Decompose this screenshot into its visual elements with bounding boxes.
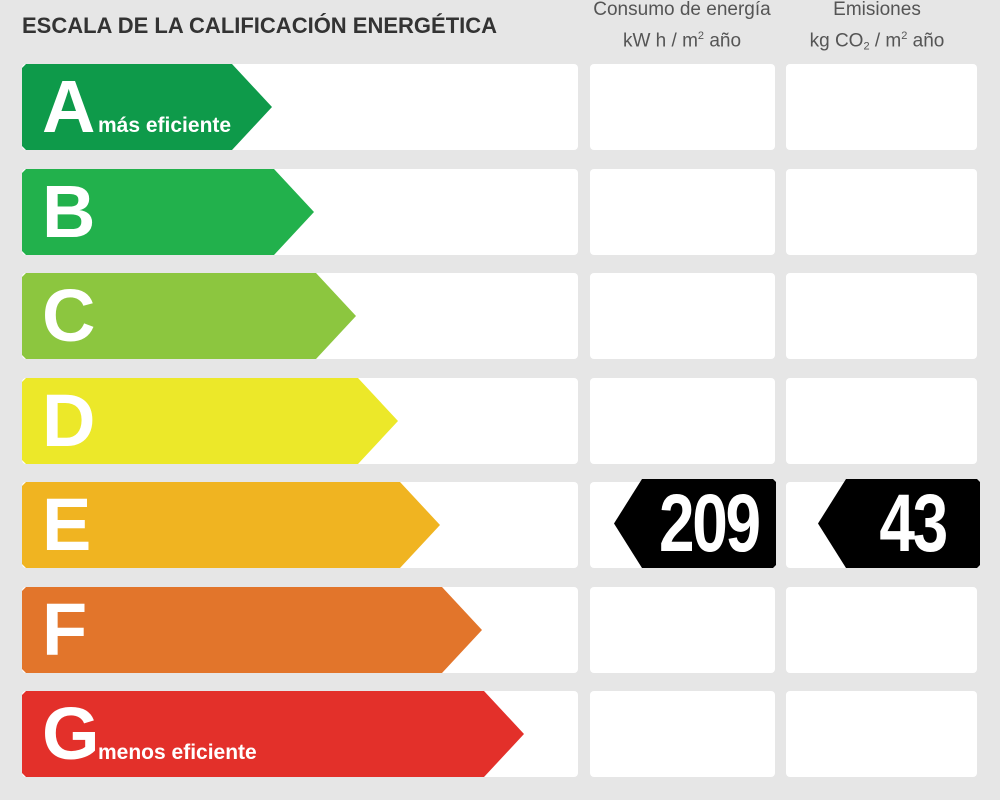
- rating-band-e: E: [22, 482, 440, 568]
- rating-marker-emissions: 43: [818, 477, 980, 569]
- table-cell-g-1: [590, 691, 775, 777]
- energy-unit-sup: 2: [697, 30, 705, 42]
- emissions-unit-sub: 2: [863, 40, 870, 53]
- emissions-unit-post: año: [907, 30, 945, 52]
- rating-letter-e: E: [42, 483, 92, 566]
- rating-letter-g: G: [42, 692, 100, 775]
- table-cell-g-2: [786, 691, 977, 777]
- rating-band-shape-c: [22, 273, 356, 359]
- rating-band-shape-e: [22, 482, 440, 568]
- rating-band-shape-f: [22, 587, 482, 673]
- table-cell-d-1: [590, 378, 775, 464]
- table-cell-f-2: [786, 587, 977, 673]
- column-header-energy-unit: kW h / m2 año: [583, 23, 781, 54]
- emissions-unit-pre: kg CO: [809, 30, 864, 52]
- column-header-emissions-line1: Emisiones: [833, 0, 921, 20]
- rating-value-energy: 209: [659, 477, 761, 569]
- emissions-unit-sup: 2: [901, 30, 908, 42]
- rating-letter-a: A: [42, 65, 96, 148]
- rating-note-g: menos eficiente: [98, 741, 257, 764]
- table-cell-c-1: [590, 273, 775, 359]
- emissions-unit-mid: / m: [869, 30, 902, 52]
- rating-band-c: C: [22, 273, 356, 359]
- column-header-energy-line1: Consumo de energía: [593, 0, 771, 20]
- column-header-emissions-unit: kg CO2 / m2 año: [778, 23, 976, 60]
- rating-letter-d: D: [42, 379, 96, 462]
- table-cell-b-2: [786, 169, 977, 255]
- chart-title: ESCALA DE LA CALIFICACIÓN ENERGÉTICA: [22, 13, 498, 38]
- rating-band-shape-d: [22, 378, 398, 464]
- rating-letter-b: B: [42, 170, 96, 253]
- rating-band-b: B: [22, 169, 314, 255]
- table-cell-a-1: [590, 64, 775, 150]
- rating-band-d: D: [22, 378, 398, 464]
- table-cell-c-2: [786, 273, 977, 359]
- rating-marker-energy: 209: [614, 477, 776, 569]
- energy-unit-post: año: [704, 30, 742, 52]
- rating-band-f: F: [22, 587, 482, 673]
- table-cell-d-2: [786, 378, 977, 464]
- table-cell-b-1: [590, 169, 775, 255]
- rating-band-shape-g: [22, 691, 524, 777]
- rating-note-a: más eficiente: [98, 114, 232, 137]
- column-header-energy: Consumo de energía kW h / m2 año: [583, 0, 781, 54]
- rating-value-emissions: 43: [879, 477, 949, 569]
- column-header-emissions: Emisiones kg CO2 / m2 año: [778, 0, 976, 60]
- rating-letter-c: C: [42, 274, 96, 357]
- rating-letter-f: F: [42, 588, 88, 671]
- table-cell-f-1: [590, 587, 775, 673]
- rating-band-shape-a: [22, 64, 272, 150]
- rating-band-shape-b: [22, 169, 314, 255]
- energy-unit-pre: kW h / m: [622, 30, 698, 52]
- table-cell-a-2: [786, 64, 977, 150]
